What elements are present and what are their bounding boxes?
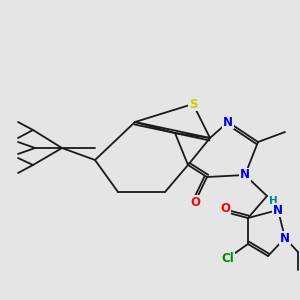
Text: N: N: [223, 116, 233, 128]
Text: H: H: [268, 196, 278, 206]
Text: Cl: Cl: [222, 251, 234, 265]
Text: N: N: [240, 169, 250, 182]
Text: S: S: [189, 98, 197, 110]
Text: N: N: [280, 232, 290, 244]
Text: O: O: [220, 202, 230, 215]
Text: O: O: [190, 196, 200, 208]
Text: N: N: [273, 203, 283, 217]
